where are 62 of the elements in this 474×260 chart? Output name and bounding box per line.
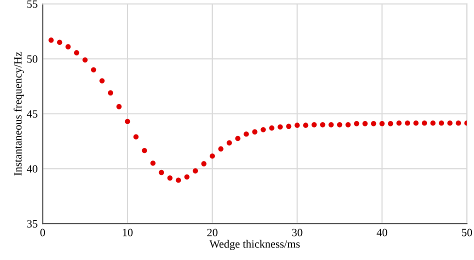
- point: [99, 78, 105, 84]
- point: [422, 120, 428, 126]
- point: [167, 175, 173, 181]
- point: [320, 122, 326, 128]
- y-tick-label: 40: [26, 165, 38, 173]
- y-axis-title: Instantaneous frequency/Hz: [14, 52, 24, 176]
- point: [142, 148, 148, 154]
- point: [210, 153, 215, 159]
- point: [133, 134, 139, 140]
- point: [362, 121, 368, 126]
- point: [346, 122, 351, 128]
- point: [354, 121, 360, 126]
- point: [328, 122, 334, 128]
- y-tick-label: 55: [27, 0, 38, 8]
- x-tick-label: 50: [462, 228, 472, 236]
- x-axis-title: Wedge thickness/ms: [209, 240, 300, 250]
- point: [252, 129, 258, 134]
- point: [108, 90, 114, 96]
- point: [438, 120, 444, 126]
- point: [184, 174, 190, 180]
- point: [404, 120, 410, 126]
- point: [456, 120, 462, 126]
- point: [66, 44, 71, 50]
- point: [57, 40, 62, 45]
- point: [235, 136, 240, 142]
- point: [48, 38, 54, 43]
- point: [278, 124, 283, 130]
- point: [124, 118, 130, 124]
- point: [244, 131, 249, 137]
- point: [447, 120, 453, 126]
- point: [388, 121, 394, 126]
- point: [176, 178, 182, 183]
- point: [192, 168, 198, 174]
- point: [201, 161, 206, 166]
- point: [74, 50, 80, 56]
- y-tick-label: 35: [27, 220, 38, 228]
- point: [396, 120, 402, 126]
- y-tick-label: 45: [26, 110, 38, 118]
- point: [158, 170, 164, 176]
- point: [226, 140, 232, 146]
- point: [379, 121, 385, 126]
- point: [150, 160, 156, 166]
- point: [260, 127, 266, 132]
- point: [312, 122, 317, 128]
- x-tick-label: 40: [376, 228, 388, 236]
- y-tick-label: 50: [27, 55, 38, 63]
- point: [370, 121, 376, 126]
- point: [286, 124, 292, 129]
- x-tick-label: 0: [40, 228, 46, 236]
- point: [337, 122, 342, 128]
- point: [269, 125, 274, 131]
- x-tick-label: 30: [292, 228, 302, 236]
- point: [413, 120, 419, 126]
- x-tick-label: 10: [122, 228, 133, 236]
- point: [430, 120, 436, 126]
- point: [82, 57, 88, 63]
- point: [218, 146, 224, 152]
- point: [303, 122, 308, 128]
- point: [90, 67, 96, 72]
- x-tick-label: 20: [207, 228, 218, 236]
- point: [294, 122, 300, 128]
- point: [116, 104, 122, 110]
